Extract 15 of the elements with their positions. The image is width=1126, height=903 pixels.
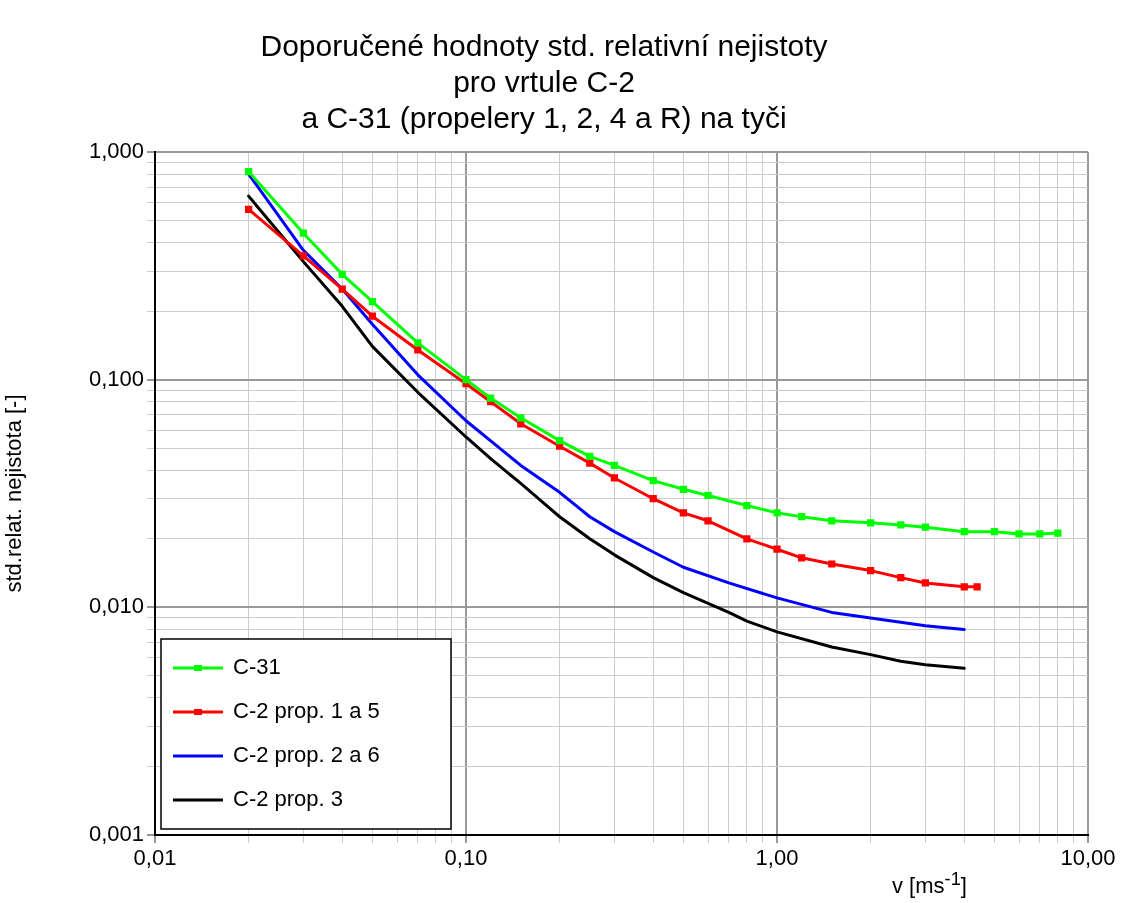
x-axis-title: v [ms$^{-1}$] bbox=[892, 868, 967, 900]
legend-label: C-2 prop. 2 a 6 bbox=[233, 742, 380, 768]
y-tick-label: 1,000 bbox=[88, 138, 144, 164]
y-axis-title: std.relat. nejistota [-] bbox=[1, 394, 27, 593]
y-tick-label: 0,100 bbox=[88, 365, 144, 391]
x-tick-label: 10,00 bbox=[1060, 845, 1116, 871]
x-tick-label: 1,00 bbox=[755, 845, 799, 871]
x-tick-label: 0,10 bbox=[444, 845, 488, 871]
legend-label: C-2 prop. 1 a 5 bbox=[233, 698, 380, 724]
y-tick-label: 0,010 bbox=[88, 593, 144, 619]
legend-label: C-2 prop. 3 bbox=[233, 786, 344, 812]
legend-label: C-31 bbox=[233, 654, 281, 680]
y-tick-label: 0,001 bbox=[88, 821, 144, 847]
x-tick-label: 0,01 bbox=[133, 845, 177, 871]
chart-title: Doporučené hodnoty std. relativní nejistoty pro vrtule C-2 a C-31 (propelery 1, 2, 4 a R) na tyči bbox=[260, 29, 828, 135]
